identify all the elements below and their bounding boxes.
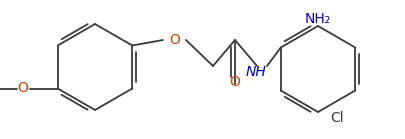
Text: O: O xyxy=(229,75,240,89)
Text: Cl: Cl xyxy=(329,111,343,125)
Text: O: O xyxy=(17,81,28,95)
Text: NH₂: NH₂ xyxy=(304,12,330,26)
Text: O: O xyxy=(169,33,180,47)
Text: NH: NH xyxy=(245,65,266,79)
